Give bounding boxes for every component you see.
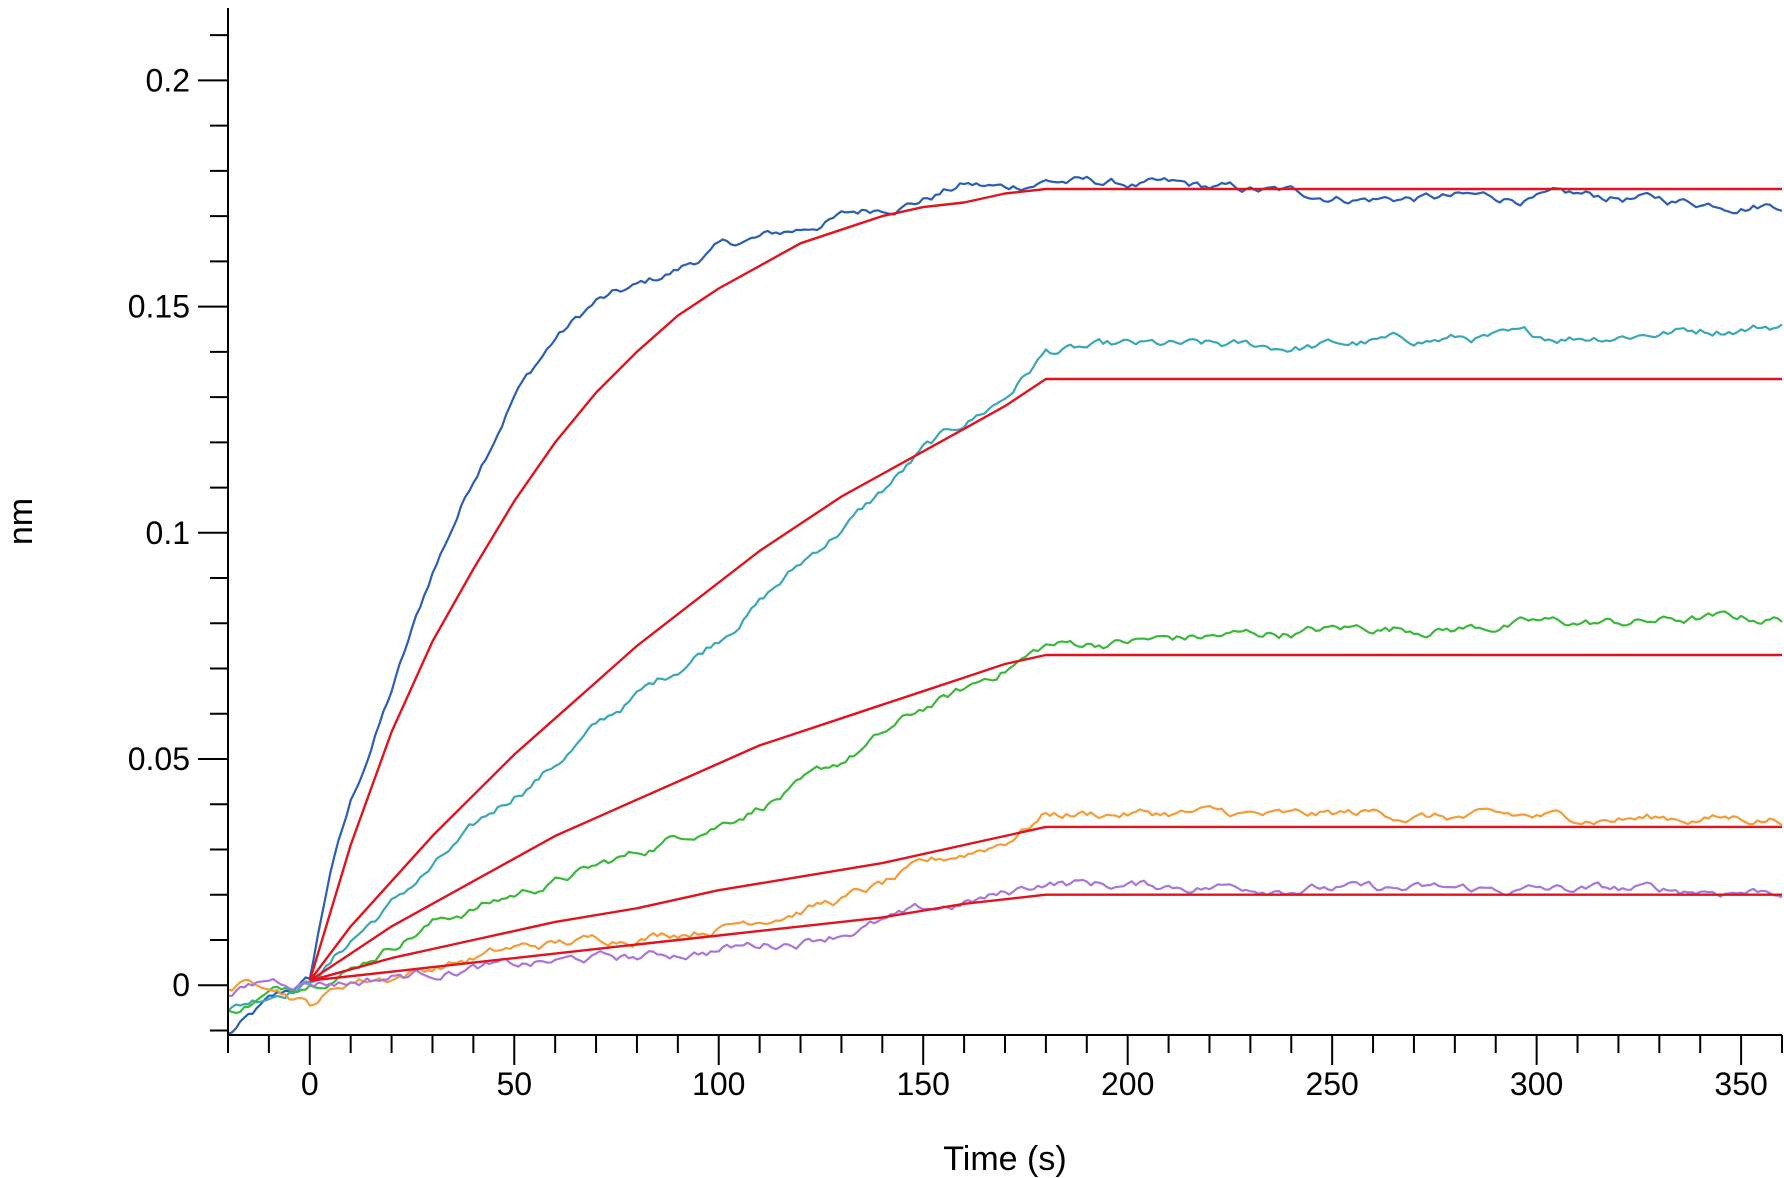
y-axis-title: nm bbox=[2, 498, 40, 545]
x-tick-label: 250 bbox=[1305, 1066, 1358, 1102]
x-tick-label: 200 bbox=[1101, 1066, 1154, 1102]
axes-layer bbox=[227, 8, 1782, 1036]
x-tick-label: 150 bbox=[897, 1066, 950, 1102]
series-layer bbox=[227, 175, 1783, 1035]
fit-curve-5 bbox=[309, 893, 1782, 982]
measured-trace-4 bbox=[227, 804, 1783, 1007]
fit-curve-2 bbox=[308, 377, 1782, 982]
y-tick-label: 0 bbox=[172, 967, 190, 1003]
fit-curve-1 bbox=[308, 187, 1782, 982]
y-tick-label: 0.15 bbox=[128, 289, 190, 325]
measured-trace-1 bbox=[227, 175, 1783, 1035]
measured-trace-5 bbox=[228, 878, 1783, 997]
x-tick-label: 100 bbox=[692, 1066, 745, 1102]
fit-curve-3 bbox=[309, 653, 1782, 982]
measured-trace-2 bbox=[227, 323, 1783, 1012]
x-axis-title: Time (s) bbox=[943, 1140, 1066, 1178]
y-tick-label: 0.2 bbox=[146, 62, 190, 98]
y-tick-label: 0.05 bbox=[128, 741, 190, 777]
x-tick-label: 350 bbox=[1714, 1066, 1767, 1102]
fit-curve-4 bbox=[309, 825, 1782, 982]
measured-trace-3 bbox=[227, 610, 1783, 1015]
x-tick-label: 50 bbox=[496, 1066, 532, 1102]
y-tick-label: 0.1 bbox=[146, 515, 190, 551]
x-tick-label: 300 bbox=[1510, 1066, 1563, 1102]
ticks-layer: 0 50 100 150 200 250 300 350 0 0.05 0.1 0.15 0.2 bbox=[128, 34, 1783, 1102]
x-tick-label: 0 bbox=[301, 1066, 319, 1102]
